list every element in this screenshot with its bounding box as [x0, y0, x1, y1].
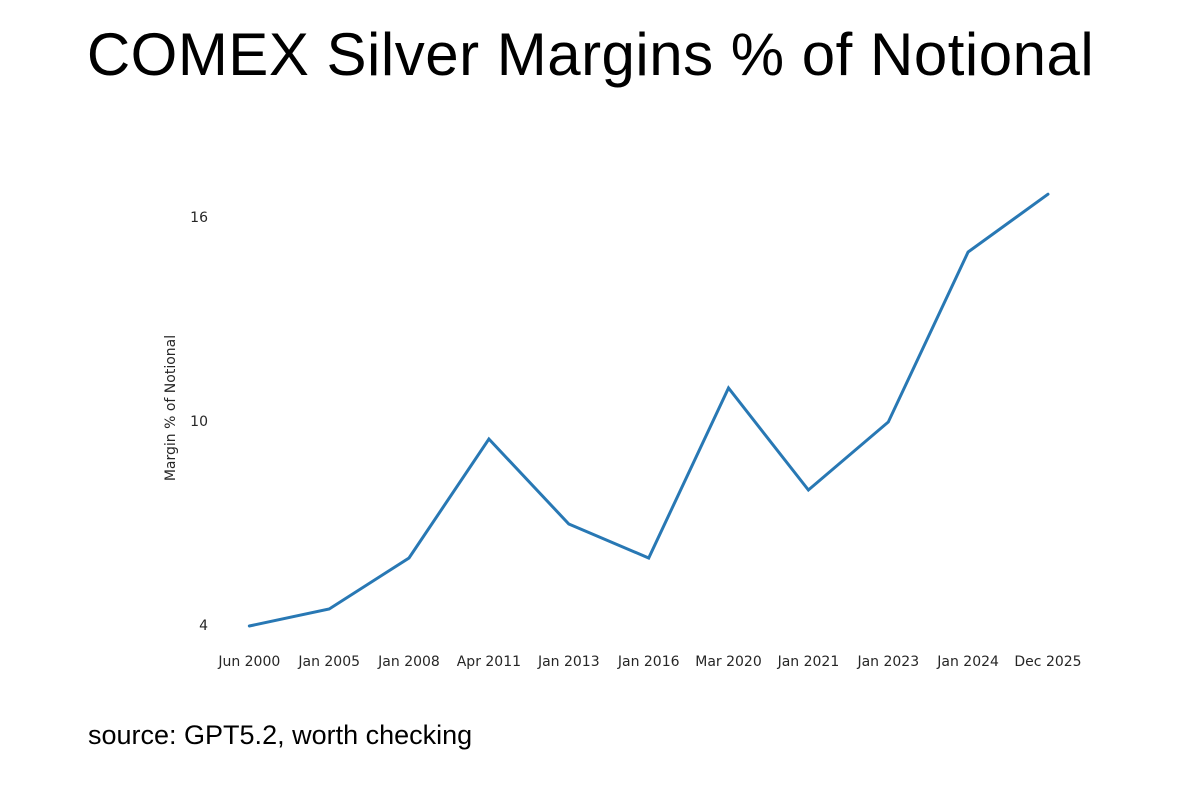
y-tick-label: 16: [190, 210, 208, 226]
x-tick-label: Dec 2025: [1014, 654, 1081, 670]
x-tick-label: Apr 2011: [457, 654, 521, 670]
source-note: source: GPT5.2, worth checking: [88, 720, 473, 750]
line-chart: 4 10 16 Jun 2000 Jan 2005 Jan 2008 Apr 2011 Jan…: [163, 192, 1082, 670]
y-axis-label: Margin % of Notional: [163, 335, 179, 481]
x-tick-label: Jan 2024: [936, 654, 999, 670]
chart-title: COMEX Silver Margins % of Notional: [86, 21, 1095, 88]
x-tick-label: Jan 2013: [537, 654, 600, 670]
x-tick-label: Jan 2016: [617, 654, 680, 670]
data-line-series: [247, 192, 1050, 628]
y-tick-label: 4: [199, 618, 208, 634]
x-tick-label: Jan 2008: [377, 654, 440, 670]
y-tick-label: 10: [190, 414, 208, 430]
x-tick-label: Jan 2021: [777, 654, 840, 670]
x-tick-label: Jun 2000: [217, 654, 280, 670]
x-tick-label: Mar 2020: [695, 654, 762, 670]
x-tick-label: Jan 2005: [297, 654, 360, 670]
x-tick-label: Jan 2023: [856, 654, 919, 670]
